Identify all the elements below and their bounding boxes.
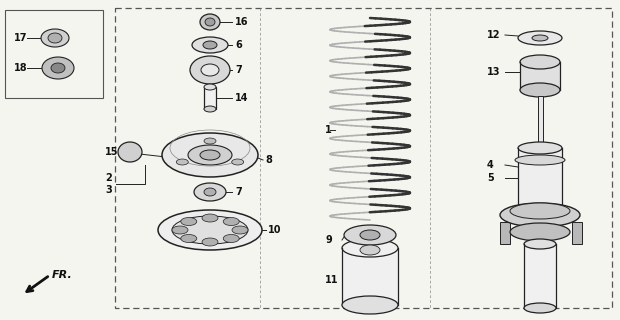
Ellipse shape [200, 14, 220, 30]
Ellipse shape [194, 183, 226, 201]
Text: 15: 15 [105, 147, 118, 157]
Text: 11: 11 [325, 275, 339, 285]
Ellipse shape [188, 145, 232, 165]
Text: 7: 7 [235, 65, 242, 75]
Text: 9: 9 [325, 235, 332, 245]
Text: 14: 14 [235, 93, 249, 103]
Text: 6: 6 [235, 40, 242, 50]
Text: 4: 4 [487, 160, 494, 170]
Ellipse shape [190, 56, 230, 84]
Bar [520, 62, 560, 90]
Ellipse shape [360, 245, 380, 255]
Text: FR.: FR. [52, 270, 73, 280]
Ellipse shape [500, 203, 580, 227]
Text: 16: 16 [235, 17, 249, 27]
Ellipse shape [181, 235, 197, 243]
Ellipse shape [41, 29, 69, 47]
Bar [342, 248, 398, 305]
Text: 12: 12 [487, 30, 500, 40]
Ellipse shape [204, 84, 216, 90]
Bar [115, 8, 612, 308]
Ellipse shape [524, 239, 556, 249]
Ellipse shape [520, 55, 560, 69]
Ellipse shape [172, 226, 188, 234]
Ellipse shape [510, 223, 570, 241]
Ellipse shape [202, 214, 218, 222]
Text: 2: 2 [105, 173, 112, 183]
Ellipse shape [510, 203, 570, 219]
Ellipse shape [223, 235, 239, 243]
Ellipse shape [172, 216, 248, 244]
Bar [518, 148, 562, 210]
Ellipse shape [518, 142, 562, 154]
Ellipse shape [204, 106, 216, 112]
Bar [204, 87, 216, 109]
Ellipse shape [158, 210, 262, 250]
Ellipse shape [232, 226, 248, 234]
Bar [538, 96, 542, 148]
Ellipse shape [532, 35, 548, 41]
Bar [572, 222, 582, 244]
Text: 18: 18 [14, 63, 28, 73]
Text: 3: 3 [105, 185, 112, 195]
Ellipse shape [520, 83, 560, 97]
Ellipse shape [342, 239, 398, 257]
Ellipse shape [192, 37, 228, 53]
Ellipse shape [51, 63, 65, 73]
Text: 13: 13 [487, 67, 500, 77]
Ellipse shape [203, 41, 217, 49]
Text: 8: 8 [265, 155, 272, 165]
Ellipse shape [162, 133, 258, 177]
Ellipse shape [200, 150, 220, 160]
Ellipse shape [232, 159, 244, 165]
Bar [524, 244, 556, 308]
Ellipse shape [515, 155, 565, 165]
Text: 7: 7 [235, 187, 242, 197]
Text: 1: 1 [325, 125, 332, 135]
Bar [5, 10, 103, 98]
Ellipse shape [181, 218, 197, 226]
Ellipse shape [176, 159, 188, 165]
Ellipse shape [202, 238, 218, 246]
Ellipse shape [204, 138, 216, 144]
Ellipse shape [118, 142, 142, 162]
Ellipse shape [42, 57, 74, 79]
Ellipse shape [48, 33, 62, 43]
Ellipse shape [201, 64, 219, 76]
Ellipse shape [524, 303, 556, 313]
Ellipse shape [342, 296, 398, 314]
Ellipse shape [204, 188, 216, 196]
Bar [500, 222, 510, 244]
Text: 10: 10 [268, 225, 281, 235]
Ellipse shape [205, 18, 215, 26]
Ellipse shape [223, 218, 239, 226]
Text: 5: 5 [487, 173, 494, 183]
Ellipse shape [344, 225, 396, 245]
Ellipse shape [360, 230, 380, 240]
Text: 17: 17 [14, 33, 27, 43]
Ellipse shape [518, 31, 562, 45]
